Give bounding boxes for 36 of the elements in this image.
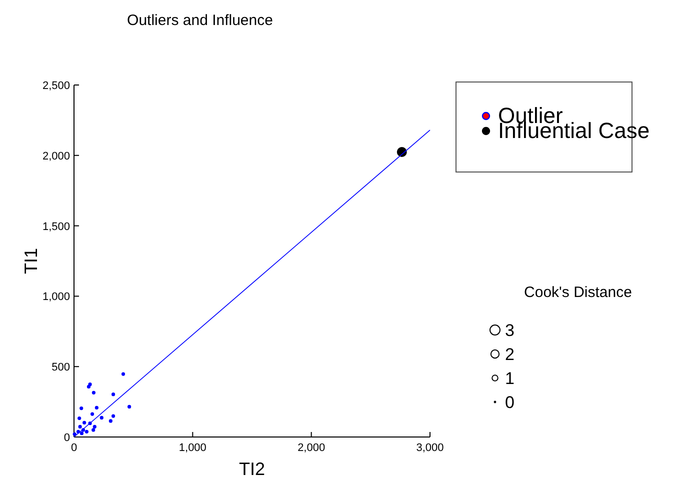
legend-label: 0	[505, 393, 514, 412]
legend-label: 3	[505, 321, 514, 340]
point	[92, 428, 96, 432]
chart-title: Outliers and Influence	[127, 12, 273, 29]
point	[78, 416, 82, 420]
x-tick-label: 1,000	[178, 442, 206, 454]
y-tick-label: 1,500	[42, 220, 70, 233]
point	[80, 406, 84, 410]
point	[92, 424, 96, 429]
x-tick-label: 0	[70, 442, 78, 454]
point	[78, 424, 82, 429]
x-axis-title: TI2	[238, 459, 266, 479]
legend-label: 2	[505, 345, 514, 364]
point	[80, 432, 84, 436]
y-tick-label: 500	[52, 362, 70, 374]
point	[92, 390, 96, 394]
y-tick-label: 2,000	[42, 150, 70, 162]
legend-title: Cook's Distance	[524, 284, 632, 301]
point	[90, 412, 94, 416]
point	[86, 384, 91, 389]
point	[111, 414, 116, 418]
y-tick-label: 1,000	[42, 291, 70, 304]
point	[100, 416, 104, 420]
point	[84, 430, 88, 434]
point	[128, 404, 132, 409]
y-axis-title: TI1	[21, 248, 41, 274]
legend-label: 1	[505, 369, 514, 388]
x-tick-label: 3,000	[416, 442, 444, 454]
y-tick-label: 2,500	[42, 80, 70, 92]
point	[111, 392, 116, 396]
point	[94, 406, 98, 410]
point	[121, 372, 126, 376]
y-tick-label: 0	[64, 432, 70, 444]
point	[108, 419, 112, 423]
point	[82, 420, 86, 424]
x-tick-label: 2,000	[298, 442, 326, 454]
